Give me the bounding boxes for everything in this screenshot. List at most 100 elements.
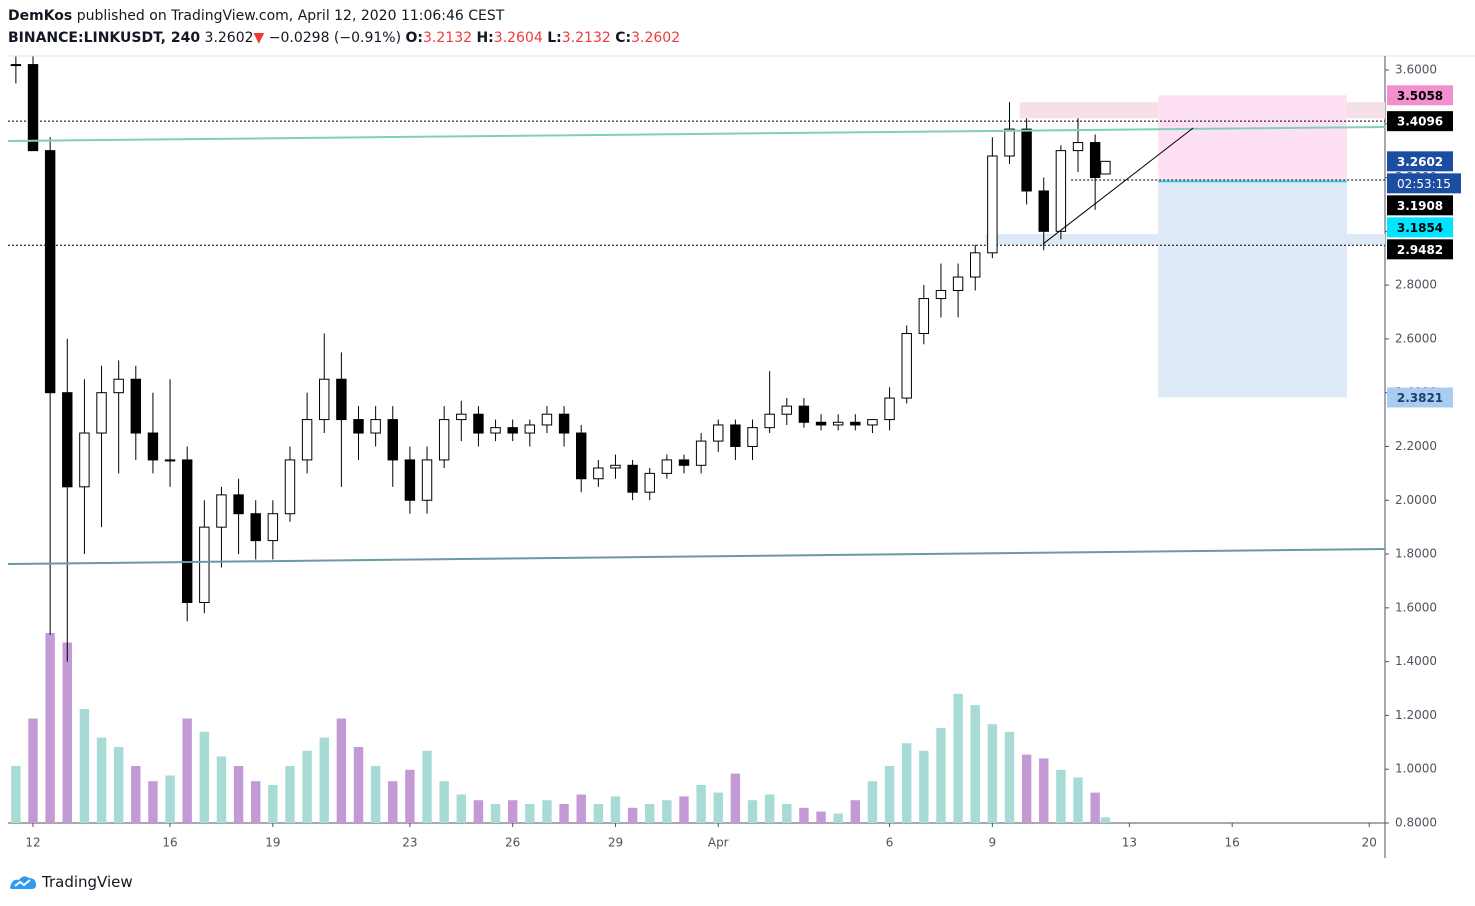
volume-bar bbox=[439, 781, 449, 823]
candle-body bbox=[987, 155, 998, 254]
volume-bar bbox=[730, 773, 741, 823]
price-label-box bbox=[1387, 85, 1453, 106]
candle-body bbox=[250, 513, 261, 542]
price-label: 3.5058 bbox=[1397, 89, 1443, 103]
volume-bar bbox=[936, 728, 946, 823]
candle-body bbox=[798, 405, 810, 423]
candle-body bbox=[370, 419, 381, 434]
volume-bar bbox=[627, 807, 638, 823]
volume-bar bbox=[62, 642, 72, 823]
candle-body bbox=[164, 459, 176, 462]
candle-body bbox=[970, 252, 981, 278]
candle-body bbox=[301, 419, 313, 461]
candle-body bbox=[524, 424, 536, 434]
candle-body bbox=[438, 419, 450, 461]
x-tick-label: 12 bbox=[25, 836, 40, 850]
volume-bar bbox=[1073, 777, 1083, 823]
volume-bar bbox=[1056, 769, 1066, 823]
volume-bar bbox=[11, 766, 21, 823]
x-tick-label: 19 bbox=[265, 836, 280, 850]
candle-body bbox=[764, 413, 775, 429]
y-tick-label: 3.6000 bbox=[1395, 62, 1437, 76]
volume-bar bbox=[559, 804, 569, 823]
volume-bar bbox=[28, 718, 38, 823]
candle-body bbox=[421, 459, 433, 501]
price-label-box bbox=[1387, 239, 1453, 260]
candle-body bbox=[147, 432, 159, 461]
candle-body bbox=[387, 419, 398, 461]
candle-body bbox=[62, 392, 73, 488]
volume-bar bbox=[456, 794, 467, 823]
brand: TradingView bbox=[42, 873, 133, 891]
volume-bar bbox=[131, 766, 141, 823]
candle-body bbox=[1004, 128, 1015, 157]
candle-body bbox=[575, 432, 587, 480]
candle-body bbox=[181, 459, 193, 603]
volume-bar bbox=[251, 781, 261, 823]
candle-body bbox=[267, 513, 279, 542]
x-tick-label: 29 bbox=[608, 836, 623, 850]
candle-body bbox=[113, 378, 124, 394]
volume-bar bbox=[867, 781, 878, 823]
candle-body bbox=[678, 459, 690, 466]
volume-bar bbox=[713, 792, 723, 823]
candle-body bbox=[233, 494, 244, 515]
candle-body bbox=[27, 64, 39, 152]
volume-bar bbox=[233, 766, 244, 823]
publisher: DemKos bbox=[8, 8, 73, 24]
high-label: H: bbox=[476, 30, 494, 46]
candle-body bbox=[1038, 190, 1049, 232]
volume-bar bbox=[182, 718, 192, 823]
candle-body bbox=[216, 494, 227, 528]
candle-body bbox=[473, 413, 484, 434]
price-label-box bbox=[1387, 195, 1453, 216]
y-tick-label: 1.6000 bbox=[1395, 600, 1437, 614]
candle-body bbox=[661, 459, 673, 474]
price-label: 3.2602 bbox=[1397, 155, 1443, 169]
price-label-box bbox=[1387, 151, 1453, 172]
close-label: C: bbox=[615, 30, 632, 46]
symbol: BINANCE:LINKUSDT, 240 bbox=[8, 30, 201, 46]
candle-body bbox=[867, 419, 878, 426]
volume-bar bbox=[165, 775, 175, 823]
countdown-box bbox=[1387, 173, 1461, 194]
volume-bar bbox=[833, 813, 843, 823]
candle-body bbox=[918, 298, 930, 335]
candle-body bbox=[96, 392, 107, 434]
volume-bar bbox=[473, 800, 484, 823]
candle-body bbox=[781, 405, 792, 415]
y-tick-label: 1.2000 bbox=[1395, 708, 1437, 722]
candle-body bbox=[10, 64, 22, 67]
volume-bar bbox=[542, 800, 552, 823]
volume-bar bbox=[268, 785, 278, 823]
price-label: 3.4096 bbox=[1397, 115, 1443, 129]
y-tick-label: 0.8000 bbox=[1395, 816, 1437, 830]
price-label: 3.1908 bbox=[1397, 199, 1443, 213]
volume-bar bbox=[79, 709, 90, 823]
trend-line bbox=[1042, 127, 1194, 245]
position-stop bbox=[1158, 95, 1347, 182]
volume-bar bbox=[319, 737, 329, 823]
candle-body bbox=[541, 413, 553, 426]
volume-bar bbox=[679, 796, 689, 823]
candle-body bbox=[44, 150, 56, 394]
logo bbox=[10, 876, 36, 889]
candle-body bbox=[1100, 160, 1111, 175]
volume-bar bbox=[370, 766, 381, 823]
volume-bar bbox=[919, 750, 929, 823]
chart: 3.60003.40003.20003.00002.80002.60002.40… bbox=[8, 55, 1475, 858]
volume-bar bbox=[285, 766, 295, 823]
candle-body bbox=[952, 276, 964, 291]
x-tick-label: 23 bbox=[402, 836, 417, 850]
volume-bar bbox=[850, 800, 861, 823]
volume-bar bbox=[525, 804, 535, 823]
header-line-2: BINANCE:LINKUSDT, 240 3.2602▼ −0.0298 (−… bbox=[8, 30, 680, 46]
change: −0.0298 (−0.91%) bbox=[268, 30, 402, 46]
candle-body bbox=[850, 421, 861, 426]
candle-body bbox=[456, 413, 467, 421]
trend-line bbox=[8, 547, 1385, 566]
volume-bar bbox=[1039, 758, 1049, 823]
candle-body bbox=[644, 472, 655, 493]
volume-bar bbox=[662, 800, 672, 823]
